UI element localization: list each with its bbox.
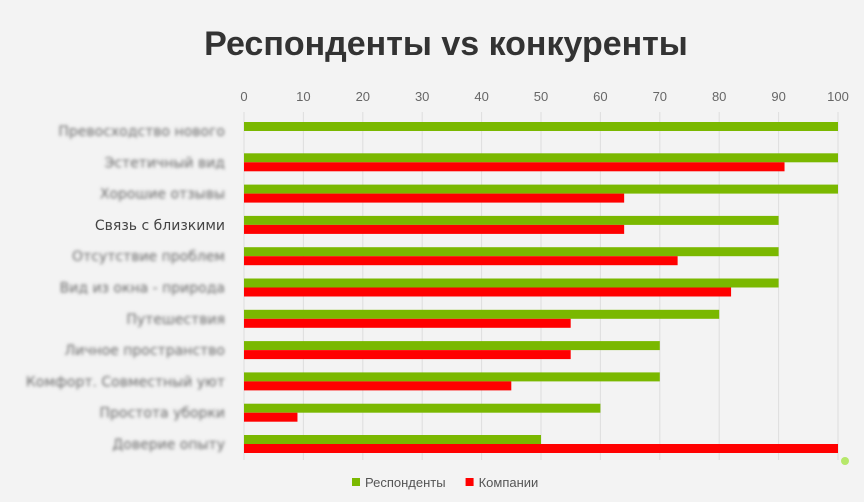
bar-companies [244, 381, 512, 391]
category-label: Простота уборки [99, 406, 225, 422]
bar-companies [244, 350, 571, 360]
x-axis-ticks: 0 10 20 30 40 50 60 70 80 90 100 [240, 89, 848, 104]
category-label: Путешествия [126, 312, 225, 328]
legend-swatch [352, 478, 360, 486]
bar-respondents [244, 278, 779, 288]
bar-respondents [244, 435, 541, 444]
decorative-dot [841, 457, 849, 465]
x-tick-label: 100 [827, 89, 849, 104]
x-tick-label: 0 [240, 89, 247, 104]
bar-companies [244, 318, 571, 328]
category-label: Отсутствие проблем [72, 249, 225, 265]
category-label: Связь с близкими [95, 218, 225, 234]
category-label: Вид из окна - природа [60, 281, 225, 297]
x-tick-label: 10 [296, 89, 310, 104]
bar-companies [244, 287, 732, 297]
legend: Респонденты Компании [352, 475, 538, 490]
bar-respondents [244, 153, 838, 163]
x-tick-label: 50 [534, 89, 548, 104]
bar-companies [244, 193, 625, 203]
x-tick-label: 90 [771, 89, 785, 104]
bar-respondents [244, 341, 660, 351]
category-label: Комфорт. Совместный уют [26, 374, 225, 390]
bar-companies [244, 412, 298, 422]
x-tick-label: 70 [653, 89, 667, 104]
bar-companies [244, 224, 625, 234]
bar-companies [244, 444, 838, 453]
category-label: Хорошие отзывы [100, 187, 225, 203]
x-tick-label: 40 [474, 89, 488, 104]
bar-companies [244, 162, 785, 172]
legend-label: Респонденты [365, 475, 446, 490]
x-tick-label: 80 [712, 89, 726, 104]
bar-respondents [244, 403, 601, 413]
x-tick-label: 60 [593, 89, 607, 104]
category-label: Доверие опыту [112, 437, 225, 453]
x-tick-label: 30 [415, 89, 429, 104]
legend-label: Компании [479, 475, 539, 490]
legend-swatch [465, 478, 474, 486]
category-label: Превосходство нового [58, 124, 225, 140]
category-label: Эстетичный вид [104, 155, 225, 171]
bar-respondents [244, 215, 779, 225]
bar-companies [244, 256, 678, 266]
category-labels: Превосходство нового Эстетичный вид Хороши… [26, 124, 225, 453]
bar-respondents [244, 184, 838, 194]
chart-title: Респонденты vs конкуренты [204, 25, 688, 63]
bar-respondents [244, 372, 660, 382]
bars [244, 122, 838, 453]
bar-respondents [244, 122, 838, 131]
bar-respondents [244, 309, 720, 319]
category-label: Личное пространство [65, 343, 225, 359]
x-tick-label: 20 [356, 89, 370, 104]
bar-respondents [244, 247, 779, 257]
